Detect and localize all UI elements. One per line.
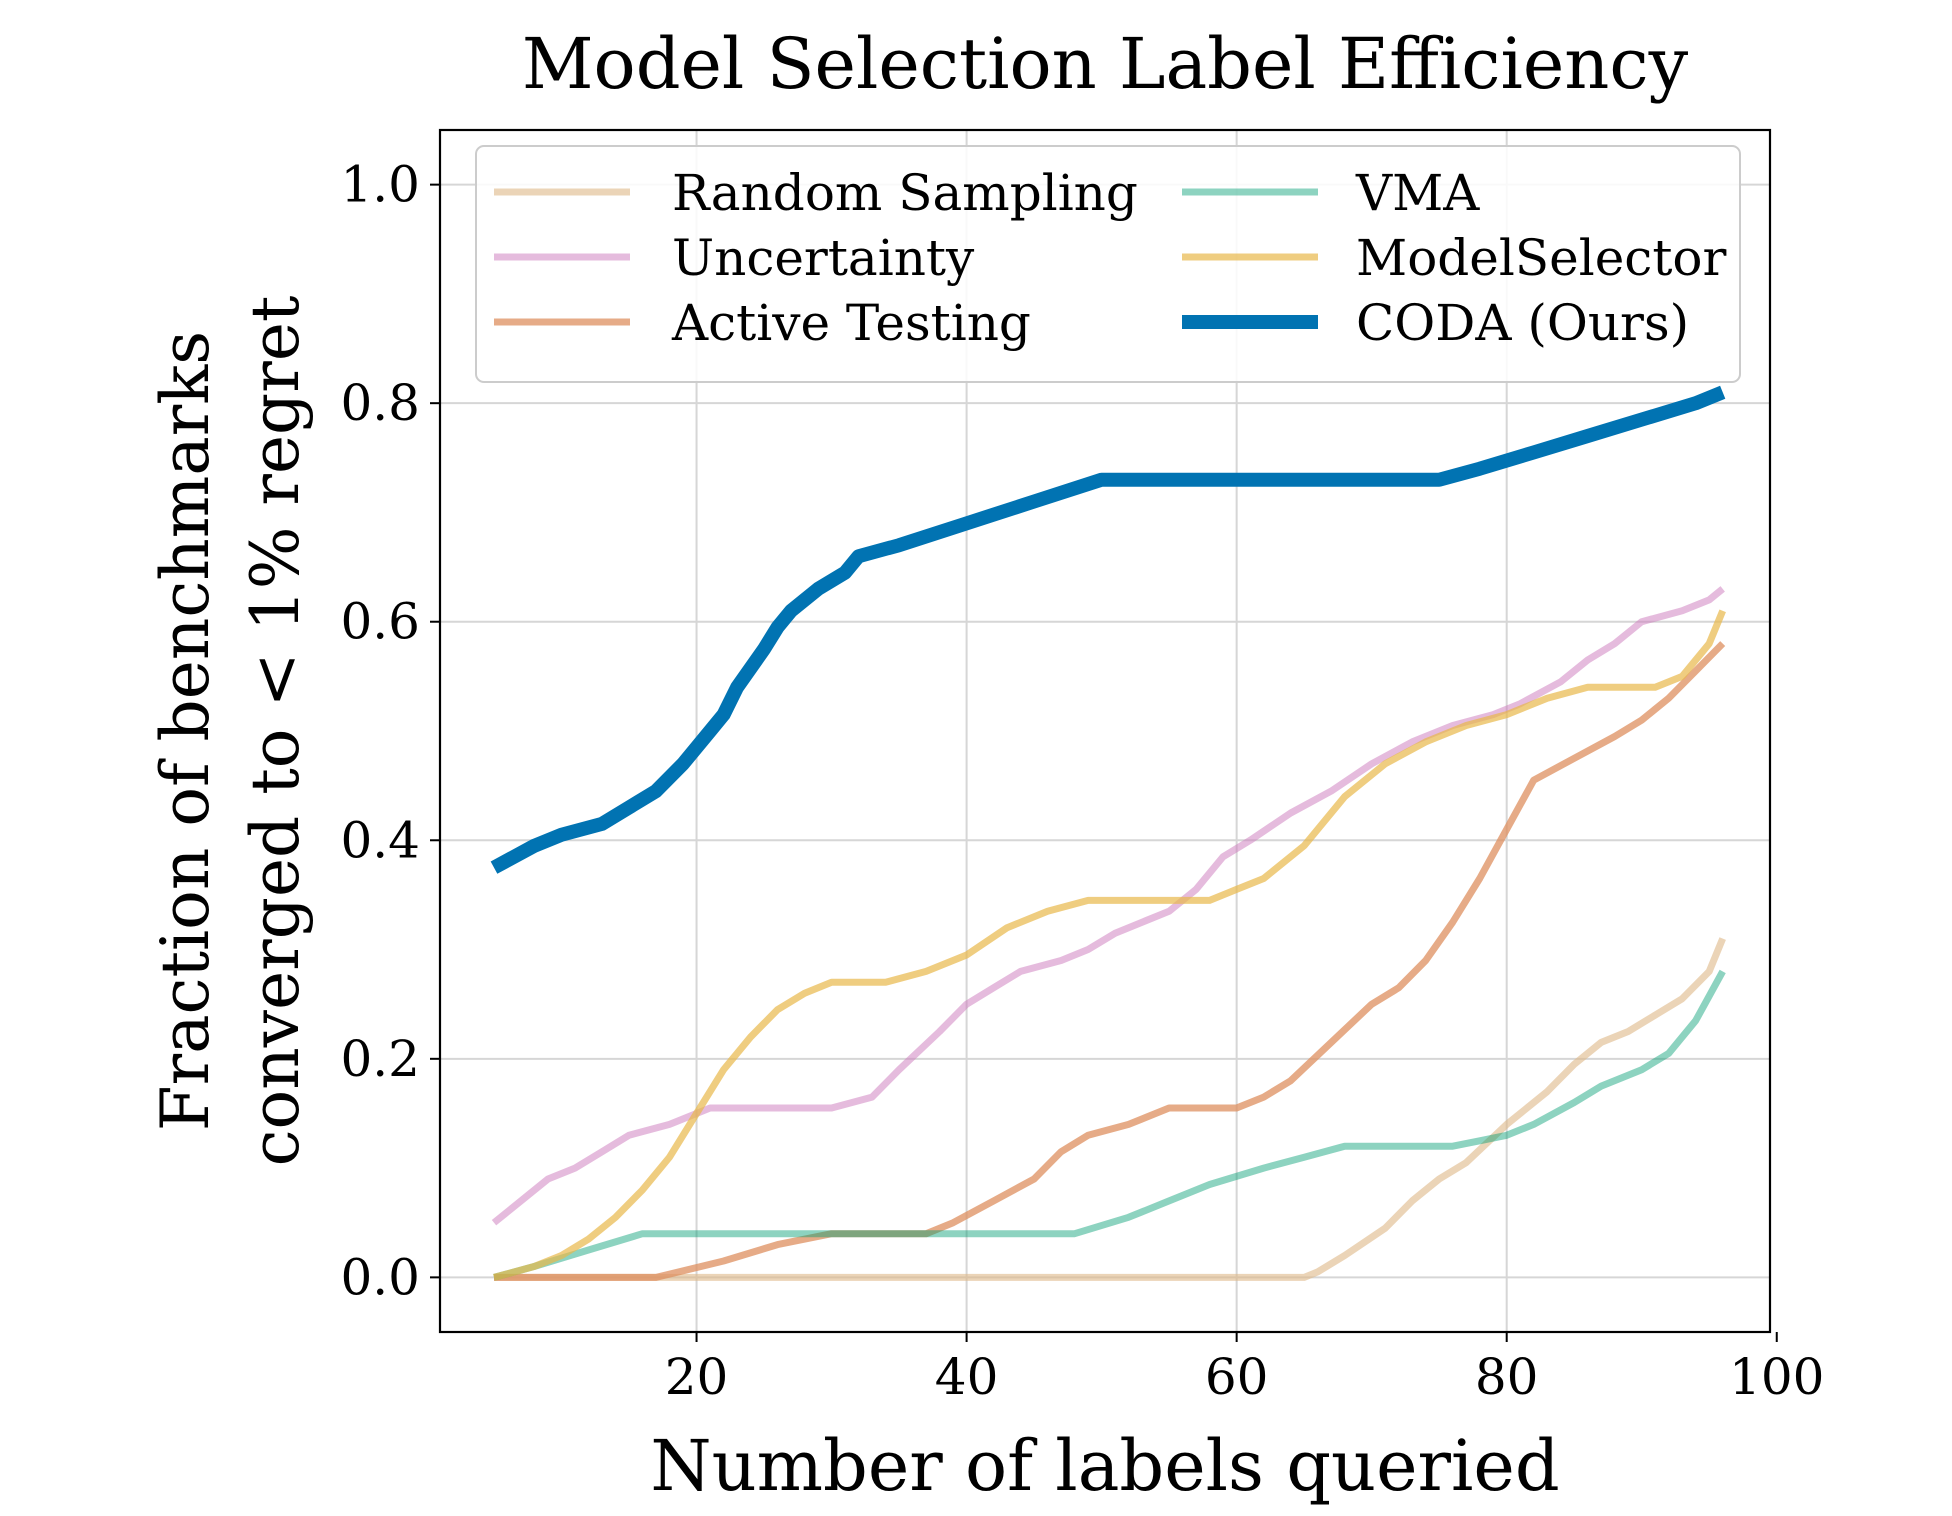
series-line-coda-ours	[490, 385, 1726, 874]
legend-entry: Uncertainty	[494, 229, 975, 287]
series-line-vma	[493, 969, 1726, 1281]
x-tick-label: 20	[665, 1348, 729, 1406]
series-lines	[490, 385, 1726, 1281]
series-line-random-sampling	[494, 937, 1726, 1281]
series-line-modelselector	[493, 609, 1726, 1281]
legend-label: Uncertainty	[672, 229, 975, 287]
legend-label: Active Testing	[671, 294, 1031, 352]
legend-entry: ModelSelector	[1182, 229, 1727, 287]
y-axis-label-line1: Fraction of benchmarks	[147, 331, 224, 1131]
legend-entry: Active Testing	[494, 294, 1031, 352]
x-axis-label: Number of labels queried	[650, 1425, 1559, 1507]
legend-entry: VMA	[1182, 164, 1480, 222]
y-tick-label: 0.4	[340, 811, 420, 869]
x-axis-ticks: 20 40 60 80 100	[665, 1332, 1824, 1406]
series-line-uncertainty	[491, 586, 1725, 1226]
y-axis-label-line2: converged to < 1% regret	[237, 296, 314, 1167]
y-tick-label: 0.0	[340, 1248, 420, 1306]
legend-label: ModelSelector	[1356, 229, 1727, 287]
legend-label: CODA (Ours)	[1356, 294, 1689, 352]
x-tick-label: 40	[935, 1348, 999, 1406]
y-tick-label: 0.8	[340, 374, 420, 432]
x-tick-label: 60	[1205, 1348, 1269, 1406]
legend-entry: Random Sampling	[494, 164, 1138, 222]
legend-label: Random Sampling	[672, 164, 1138, 222]
y-tick-label: 0.6	[340, 593, 420, 651]
y-axis-ticks: 0.0 0.2 0.4 0.6 0.8 1.0	[340, 156, 440, 1306]
x-tick-label: 80	[1475, 1348, 1539, 1406]
plot-frame	[438, 128, 1772, 1334]
y-tick-label: 1.0	[340, 156, 420, 214]
x-tick-label: 100	[1729, 1348, 1824, 1406]
series-line-active-testing	[494, 641, 1726, 1281]
chart-title: Model Selection Label Efficiency	[522, 23, 1689, 105]
y-tick-label: 0.2	[340, 1030, 420, 1088]
legend-label: VMA	[1355, 164, 1480, 222]
legend: Random Sampling Uncertainty Active Testing…	[475, 145, 1741, 383]
legend-box	[475, 145, 1741, 383]
legend-entry: CODA (Ours)	[1182, 294, 1689, 352]
